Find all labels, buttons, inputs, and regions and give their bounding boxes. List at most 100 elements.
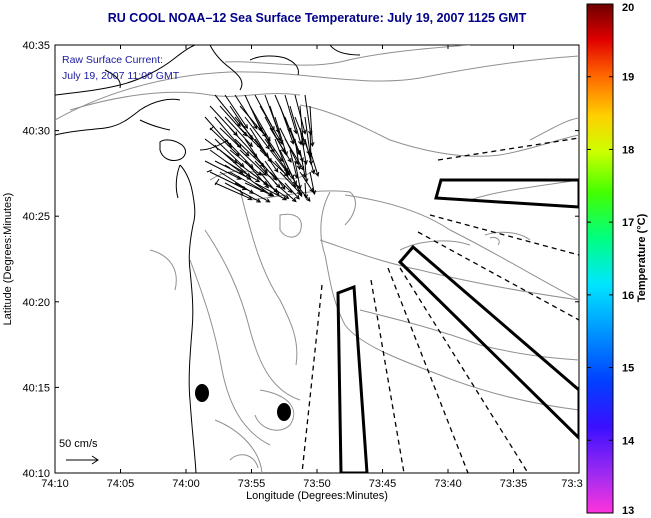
- current-vector-head: [296, 165, 302, 171]
- current-vector-head: [256, 198, 262, 203]
- current-vector: [299, 171, 314, 193]
- current-vector: [229, 171, 265, 192]
- plot-area: [54, 44, 580, 474]
- current-vector-head: [287, 157, 292, 163]
- current-vector-head: [255, 177, 261, 183]
- x-tick-label: 73:50: [303, 478, 331, 490]
- colorbar-tick-label: 13: [622, 505, 634, 517]
- scale-arrow: [66, 455, 99, 465]
- current-vector: [304, 94, 312, 135]
- current-vector: [219, 149, 251, 177]
- current-vector-head: [303, 194, 309, 200]
- colorbar-tick-label: 15: [622, 363, 634, 375]
- current-vector: [209, 171, 247, 190]
- x-tick-label: 73:40: [434, 478, 462, 490]
- legend-timestamp: July 19, 2007 11:00 GMT: [62, 70, 180, 82]
- current-vector: [239, 105, 267, 137]
- current-vector: [254, 182, 287, 201]
- current-vector-head: [305, 197, 311, 202]
- y-tick-label: 40:20: [22, 297, 50, 309]
- current-vector: [244, 182, 274, 197]
- current-vector: [269, 149, 291, 176]
- current-vector: [224, 116, 253, 147]
- current-vector: [269, 105, 283, 145]
- current-vector-head: [247, 195, 253, 200]
- y-tick-label: 40:10: [22, 468, 50, 480]
- current-vector-head: [310, 142, 315, 148]
- current-vector: [224, 182, 261, 203]
- current-vector: [269, 171, 293, 193]
- current-vector: [274, 116, 288, 156]
- surface-current-vectors: [204, 94, 320, 203]
- current-vector-head: [265, 144, 270, 150]
- current-vector-head: [291, 197, 297, 203]
- y-axis-label: Latitude (Degrees:Minutes): [2, 193, 14, 326]
- colorbar-tick-label: 18: [622, 144, 634, 156]
- current-vector: [214, 178, 220, 186]
- current-vector-head: [236, 122, 241, 127]
- current-vector: [206, 169, 213, 173]
- current-vector-head: [285, 171, 291, 177]
- legend-title: Raw Surface Current:: [62, 54, 163, 66]
- buoy-marker: [277, 403, 291, 421]
- current-vector-head: [246, 175, 252, 180]
- colorbar-tick-label: 17: [622, 217, 634, 229]
- x-tick-label: 74:10: [41, 478, 69, 490]
- current-vector: [289, 149, 298, 178]
- current-vector-head: [284, 194, 290, 199]
- current-vector: [224, 138, 254, 169]
- current-vector: [214, 144, 219, 151]
- colorbar-ticks: 20 19 18 17 16 15 14 13: [587, 2, 635, 517]
- current-vector: [259, 127, 283, 162]
- current-vector: [229, 149, 262, 176]
- current-vector: [264, 138, 289, 173]
- current-vector: [299, 105, 305, 146]
- current-vector: [299, 127, 307, 165]
- buoy-marker: [195, 384, 209, 402]
- current-vector: [309, 105, 314, 146]
- current-vector: [274, 138, 289, 175]
- current-vector: [304, 116, 311, 157]
- coastline: [55, 45, 361, 473]
- scale-label: 50 cm/s: [59, 438, 98, 450]
- current-vector: [284, 116, 300, 155]
- colorbar-tick-label: 14: [622, 435, 635, 447]
- current-vector-head: [311, 190, 317, 196]
- current-vector: [249, 105, 271, 141]
- current-vector: [204, 160, 241, 180]
- current-vector: [224, 94, 248, 129]
- current-vector: [239, 149, 267, 176]
- current-vector: [294, 160, 301, 189]
- colorbar-tick-label: 16: [622, 290, 634, 302]
- current-vector: [239, 189, 244, 196]
- x-tick-label: 74:05: [107, 478, 135, 490]
- colorbar: [586, 3, 614, 514]
- current-vector: [294, 138, 301, 170]
- radar-beam-outlines: [336, 178, 579, 473]
- current-vector-head: [310, 169, 316, 175]
- current-vector: [304, 138, 315, 174]
- current-vector: [279, 171, 302, 195]
- y-tick-label: 40:35: [22, 40, 50, 52]
- current-vector-head: [265, 198, 271, 203]
- current-vector: [214, 182, 252, 200]
- current-vector: [244, 138, 268, 173]
- map-title: RU COOL NOAA–12 Sea Surface Temperature:…: [108, 11, 527, 25]
- x-tick-label: 73:55: [238, 478, 266, 490]
- current-vector: [214, 138, 245, 168]
- x-axis-label: Longitude (Degrees:Minutes): [246, 490, 388, 502]
- current-vector: [234, 138, 265, 167]
- current-vector: [259, 171, 280, 196]
- current-vector: [234, 182, 270, 203]
- x-tick-label: 73:35: [500, 478, 528, 490]
- current-vector-head: [299, 157, 304, 163]
- current-vector: [219, 127, 250, 157]
- current-vector-head: [314, 171, 320, 177]
- current-vector: [214, 94, 241, 127]
- current-vector: [209, 127, 240, 156]
- current-vector: [234, 94, 258, 129]
- current-vector: [284, 182, 300, 200]
- current-vector: [209, 125, 215, 131]
- current-vector-head: [274, 167, 279, 173]
